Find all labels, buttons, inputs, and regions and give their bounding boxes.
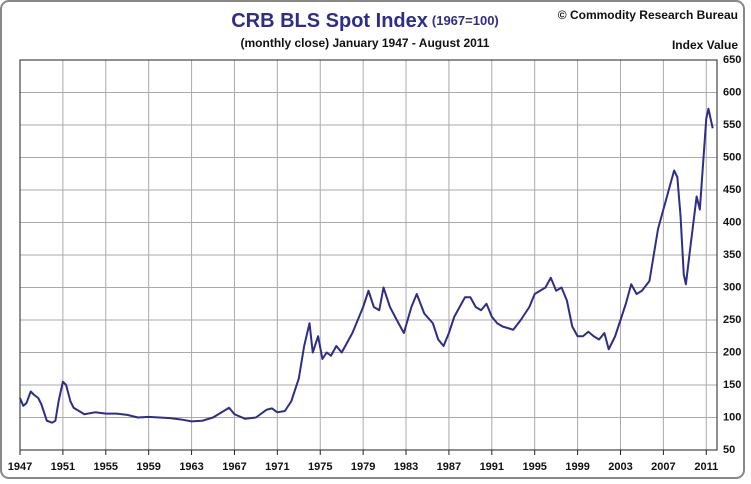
x-tick-label: 1963 [179,461,203,473]
y-tick-label: 50 [723,444,735,456]
x-tick-label: 2011 [694,461,718,473]
x-tick-label: 1975 [308,461,332,473]
source: © Commodity Research Bureau [558,8,738,22]
y-tick-label: 100 [723,411,741,423]
y-tick-label: 200 [723,346,741,358]
x-tick-label: 1987 [437,461,461,473]
x-tick-label: 1991 [480,461,504,473]
x-tick-label: 1959 [136,461,160,473]
y-tick-label: 650 [723,54,741,66]
x-tick-label: 2007 [651,461,675,473]
x-tick-label: 1971 [265,461,289,473]
y-tick-label: 350 [723,249,741,261]
x-tick-label: 1999 [565,461,589,473]
y-tick-label: 550 [723,119,741,131]
title-main: CRB BLS Spot Index [231,10,428,32]
y-tick-label: 450 [723,184,741,196]
y-tick-label: 500 [723,151,741,163]
x-tick-label: 1955 [94,461,118,473]
y-tick-label: 400 [723,216,741,228]
title-note: (1967=100) [432,13,499,28]
y-tick-label: 300 [723,281,741,293]
data-line [19,107,714,424]
x-tick-label: 1951 [51,461,75,473]
x-tick-label: 1983 [394,461,418,473]
y-axis-label: Index Value [672,38,738,52]
x-tick-label: 2003 [608,461,632,473]
x-tick-label: 1995 [522,461,546,473]
y-tick-label: 600 [723,86,741,98]
y-tick-label: 250 [723,314,741,326]
chart-title: CRB BLS Spot Index (1967=100) [231,10,499,32]
x-tick-label: 1967 [222,461,246,473]
y-tick-label: 150 [723,379,741,391]
x-tick-label: 1979 [351,461,375,473]
subtitle: (monthly close) January 1947 - August 20… [241,36,490,50]
x-tick-label: 1947 [8,461,32,473]
plot-border [19,59,718,451]
